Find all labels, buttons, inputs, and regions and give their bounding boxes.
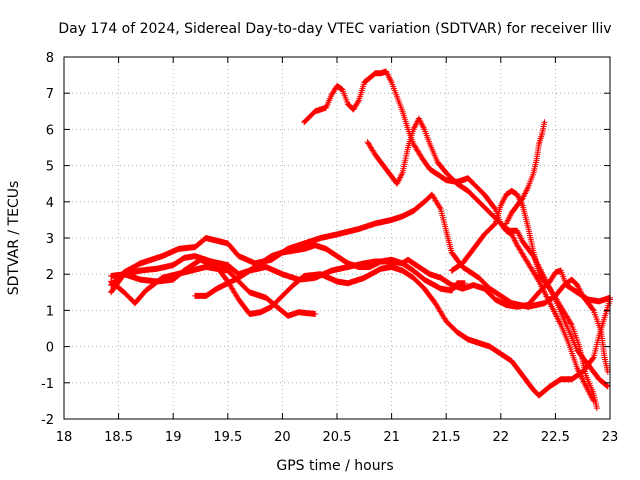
x-tick-label: 20 [274, 430, 291, 445]
y-tick-label: 0 [46, 341, 54, 356]
y-tick-label: 7 [46, 87, 54, 102]
chart-grid [64, 57, 610, 419]
series-markers [364, 115, 597, 404]
series-markers [448, 187, 600, 412]
x-tick-label: 20.5 [323, 430, 352, 445]
series-track-8 [448, 187, 600, 412]
y-tick-label: 1 [46, 304, 54, 319]
x-tick-label: 22 [493, 430, 510, 445]
x-tick-label: 21.5 [432, 430, 461, 445]
x-tick-label: 18.5 [104, 430, 133, 445]
y-tick-label: 8 [46, 51, 54, 66]
series-markers [503, 119, 548, 227]
x-tick-label: 23 [602, 430, 619, 445]
series-track-7 [364, 115, 597, 404]
y-axis-label: SDTVAR / TECUs [6, 181, 22, 296]
x-tick-label: 18 [56, 430, 73, 445]
y-tick-label: 6 [46, 123, 54, 138]
series-track-9 [503, 119, 548, 227]
series-markers [108, 191, 611, 375]
x-tick-label: 19.5 [213, 430, 242, 445]
x-axis-ticks: 18 18.5 19 19.5 20 20.5 21 21.5 22 22.5 23 [56, 57, 619, 445]
series-markers [108, 264, 319, 319]
series-markers [192, 242, 468, 299]
y-tick-label: 3 [46, 232, 54, 247]
x-tick-label: 22.5 [541, 430, 570, 445]
chart-series-layer [108, 68, 613, 412]
x-tick-label: 19 [165, 430, 182, 445]
series-track-5 [192, 242, 468, 299]
y-tick-label: -1 [41, 377, 54, 392]
series-track-3 [108, 264, 319, 319]
series-track-2 [108, 256, 613, 399]
series-markers [108, 256, 613, 399]
y-tick-label: 4 [46, 196, 54, 211]
y-tick-label: -2 [41, 413, 54, 428]
y-axis-ticks: -2 -1 0 1 2 3 4 5 6 7 8 [41, 51, 610, 428]
x-axis-label: GPS time / hours [276, 458, 393, 474]
y-tick-label: 2 [46, 268, 54, 283]
x-tick-label: 21 [383, 430, 400, 445]
y-tick-label: 5 [46, 160, 54, 175]
chart-title: Day 174 of 2024, Sidereal Day-to-day VTE… [58, 21, 611, 37]
series-track-1 [108, 191, 611, 375]
